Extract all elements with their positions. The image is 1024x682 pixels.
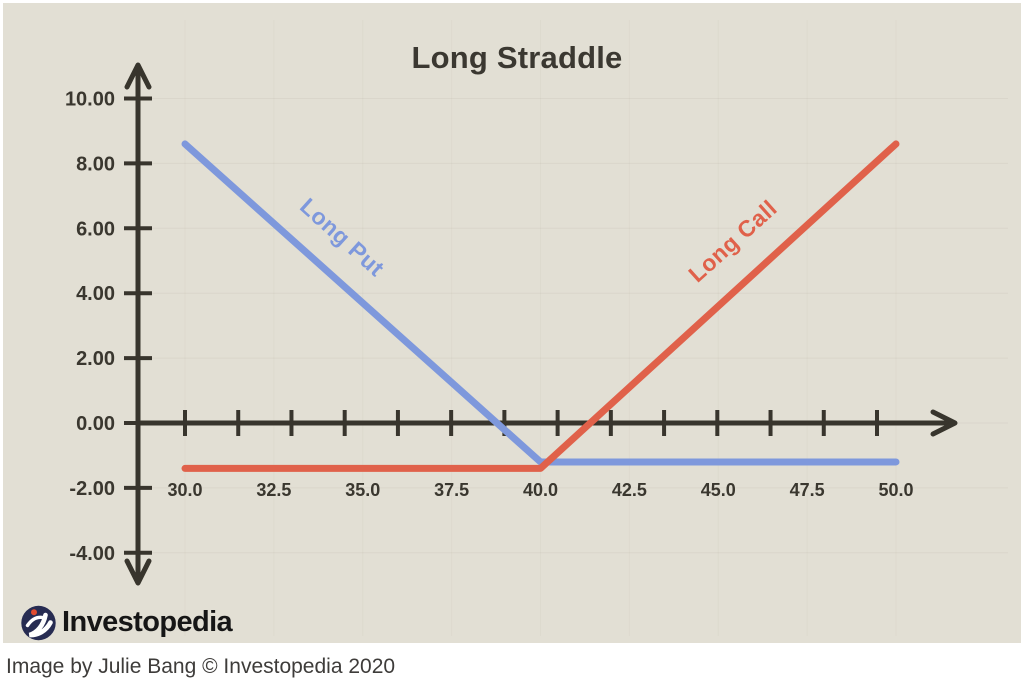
y-tick-label: 4.00 — [76, 283, 115, 305]
y-tick-label: -4.00 — [69, 543, 115, 565]
chart-panel — [3, 3, 1021, 643]
investopedia-logo-text: Investopedia — [62, 606, 233, 638]
y-tick-label: 8.00 — [76, 153, 115, 175]
y-axis-ticks: 10.00 8.00 6.00 4.00 2.00 0.00 -2.00 -4.00 — [65, 89, 152, 565]
x-axis-right-arrow-icon — [930, 409, 958, 437]
image-caption: Image by Julie Bang © Investopedia 2020 — [6, 655, 396, 678]
investopedia-logo: Investopedia — [20, 603, 233, 642]
x-tick-label: 50.0 — [878, 480, 913, 500]
y-tick-label: 10.00 — [65, 89, 115, 111]
series-label: Long Put — [295, 193, 389, 282]
x-tick-label: 37.5 — [434, 480, 469, 500]
x-tick-label: 45.0 — [701, 480, 736, 500]
x-tick-label: 47.5 — [790, 480, 825, 500]
y-tick-label: -2.00 — [69, 478, 115, 500]
investopedia-logo-icon — [21, 605, 56, 641]
y-axis-up-arrow-icon — [124, 62, 152, 90]
series-label: Long Call — [683, 195, 782, 287]
logo-dot — [31, 609, 37, 616]
y-tick-label: 2.00 — [76, 348, 115, 370]
x-axis-ticks: 30.0 32.5 35.0 37.5 40.0 42.5 45.0 47.5 50.0 — [167, 410, 914, 500]
x-tick-label: 40.0 — [523, 480, 558, 500]
x-tick-label: 35.0 — [345, 480, 380, 500]
axes — [124, 62, 958, 586]
y-tick-label: 0.00 — [76, 413, 115, 435]
gridlines — [150, 20, 1008, 636]
x-tick-label: 32.5 — [256, 480, 291, 500]
y-tick-label: 6.00 — [76, 218, 115, 240]
x-tick-label: 30.0 — [167, 480, 202, 500]
chart-title: Long Straddle — [411, 40, 623, 75]
x-tick-label: 42.5 — [612, 480, 647, 500]
y-axis-down-arrow-icon — [124, 558, 152, 586]
